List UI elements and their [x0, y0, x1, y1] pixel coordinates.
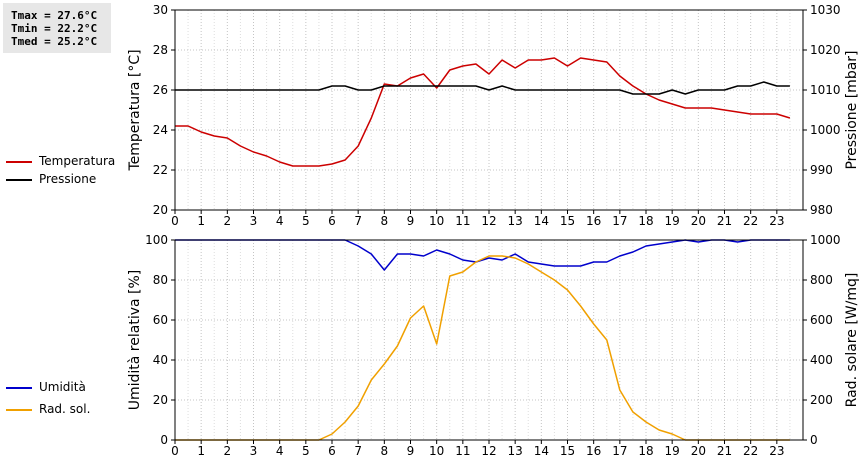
y-right-tick-label: 400: [810, 353, 833, 367]
y-right-tick-label: 1030: [810, 3, 841, 17]
x-tick-label: 23: [769, 214, 784, 228]
y-right-axis-title: Rad. solare [W/mq]: [844, 273, 860, 408]
y-right-tick-label: 990: [810, 163, 833, 177]
chart-panel-top: 0 1 2 3 4 5 6 7 8 9 10 11 12 13 14 15 16 17 18 19 20 21 22 2320…: [127, 3, 860, 228]
legend-swatch-pressione: [6, 179, 32, 181]
y-left-tick-label: 100: [145, 233, 168, 247]
x-tick-label: 7: [354, 444, 362, 458]
x-tick-label: 20: [691, 444, 706, 458]
x-tick-label: 4: [276, 444, 284, 458]
y-left-axis-title: Umidità relativa [%]: [127, 270, 143, 411]
stats-box: Tmax = 27.6°C Tmin = 22.2°C Tmed = 25.2°…: [3, 3, 111, 53]
x-tick-label: 14: [534, 444, 549, 458]
x-tick-label: 12: [481, 214, 496, 228]
stat-tmax: Tmax = 27.6°C: [11, 9, 98, 22]
x-tick-label: 17: [612, 444, 627, 458]
y-left-tick-label: 20: [153, 393, 168, 407]
series-line-pressione: [175, 81, 790, 95]
legend-label-temperatura: Temperatura: [39, 154, 116, 168]
x-tick-label: 14: [534, 214, 549, 228]
x-tick-label: 0: [171, 444, 179, 458]
x-tick-label: 3: [250, 214, 258, 228]
y-right-tick-label: 1010: [810, 83, 841, 97]
x-tick-label: 6: [328, 444, 336, 458]
x-tick-label: 6: [328, 214, 336, 228]
x-tick-label: 15: [560, 214, 575, 228]
y-right-tick-label: 1000: [810, 233, 841, 247]
x-tick-label: 22: [743, 214, 758, 228]
stat-tmin: Tmin = 22.2°C: [11, 22, 98, 35]
chart-panel-bottom: 0 1 2 3 4 5 6 7 8 9 10 11 12 13 14 15 16 17 18 19 20 21 22 2302…: [127, 233, 860, 458]
x-tick-label: 2: [224, 214, 232, 228]
y-right-tick-label: 0: [810, 433, 818, 447]
y-left-tick-label: 24: [153, 123, 168, 137]
x-tick-label: 13: [508, 214, 523, 228]
y-right-axis-title: Pressione [mbar]: [844, 50, 860, 169]
y-left-tick-label: 28: [153, 43, 168, 57]
y-left-axis-title: Temperatura [°C]: [127, 49, 143, 171]
y-left-tick-label: 80: [153, 273, 168, 287]
y-right-tick-label: 980: [810, 203, 833, 217]
y-left-tick-label: 26: [153, 83, 168, 97]
x-tick-label: 11: [455, 444, 470, 458]
x-tick-label: 19: [665, 444, 680, 458]
x-tick-label: 1: [197, 214, 205, 228]
x-tick-label: 2: [224, 444, 232, 458]
x-tick-label: 5: [302, 214, 310, 228]
y-right-tick-label: 1000: [810, 123, 841, 137]
x-tick-label: 5: [302, 444, 310, 458]
legend-swatch-temperatura: [6, 161, 32, 163]
x-tick-label: 22: [743, 444, 758, 458]
x-tick-label: 0: [171, 214, 179, 228]
x-tick-label: 9: [407, 214, 415, 228]
legend-label-pressione: Pressione: [39, 172, 97, 186]
x-tick-label: 13: [508, 444, 523, 458]
x-tick-label: 20: [691, 214, 706, 228]
x-tick-label: 16: [586, 214, 601, 228]
y-left-tick-label: 0: [160, 433, 168, 447]
y-left-tick-label: 40: [153, 353, 168, 367]
x-tick-label: 10: [429, 444, 444, 458]
x-tick-label: 8: [381, 444, 389, 458]
x-tick-label: 3: [250, 444, 258, 458]
x-tick-label: 10: [429, 214, 444, 228]
legend-label-radsol: Rad. sol.: [39, 402, 91, 416]
y-left-tick-label: 22: [153, 163, 168, 177]
legend-swatch-radsol: [6, 409, 32, 411]
y-left-tick-label: 60: [153, 313, 168, 327]
y-right-tick-label: 1020: [810, 43, 841, 57]
x-tick-label: 17: [612, 214, 627, 228]
series-line-temperatura: [175, 57, 791, 167]
x-tick-label: 18: [638, 214, 653, 228]
x-tick-label: 16: [586, 444, 601, 458]
x-tick-label: 4: [276, 214, 284, 228]
x-tick-label: 11: [455, 214, 470, 228]
x-tick-label: 21: [717, 444, 732, 458]
x-tick-label: 7: [354, 214, 362, 228]
x-tick-label: 9: [407, 444, 415, 458]
y-left-tick-label: 20: [153, 203, 168, 217]
series-line-umidit-: [175, 239, 790, 271]
x-tick-label: 15: [560, 444, 575, 458]
y-right-tick-label: 200: [810, 393, 833, 407]
x-tick-label: 12: [481, 444, 496, 458]
x-tick-label: 23: [769, 444, 784, 458]
legend-swatch-umidita: [6, 387, 32, 389]
x-tick-label: 1: [197, 444, 205, 458]
legend-label-umidita: Umidità: [39, 380, 86, 394]
y-left-tick-label: 30: [153, 3, 168, 17]
x-tick-label: 21: [717, 214, 732, 228]
series-line-rad-sol-: [175, 255, 790, 441]
y-right-tick-label: 600: [810, 313, 833, 327]
x-tick-label: 19: [665, 214, 680, 228]
x-tick-label: 18: [638, 444, 653, 458]
stat-tmed: Tmed = 25.2°C: [11, 35, 98, 48]
x-tick-label: 8: [381, 214, 389, 228]
y-right-tick-label: 800: [810, 273, 833, 287]
